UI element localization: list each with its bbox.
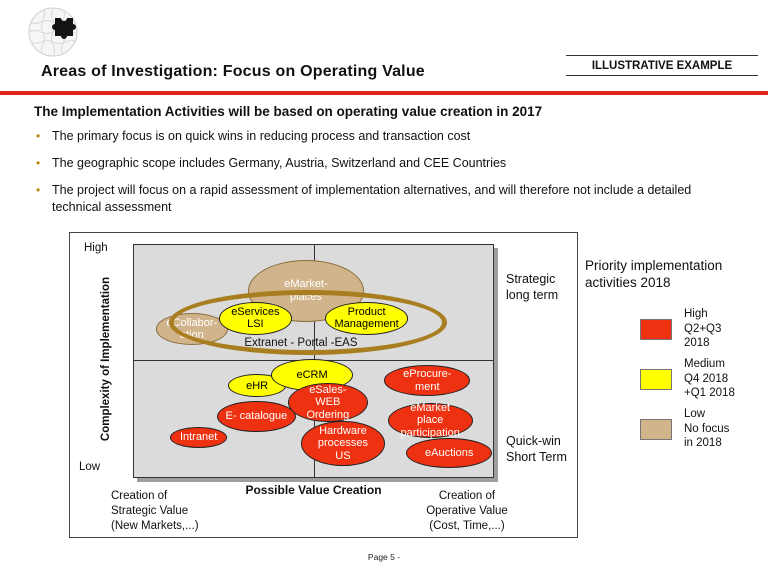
bullet-dot-icon: • [36, 129, 41, 143]
bubble-esales-web-ordering: eSales- WEB Ordering [288, 382, 368, 423]
bubble-eauctions: eAuctions [406, 437, 493, 469]
bullet-item: • The primary focus is on quick wins in r… [36, 129, 471, 143]
bubble-product-management: Product Management [324, 302, 409, 335]
bullet-dot-icon: • [36, 155, 41, 170]
x-axis-left-label: Creation of Strategic Value (New Markets… [111, 490, 199, 532]
bubble-intranet: Intranet [169, 426, 228, 448]
puzzle-piece-icon [52, 18, 76, 39]
legend-item-medium: Medium Q4 2018 +Q1 2018 [585, 354, 765, 404]
legend-label-high: High Q2+Q3 2018 [684, 307, 722, 350]
legend-swatch-high [640, 318, 672, 340]
priority-legend: Priority implementation activities 2018 … [585, 258, 765, 449]
legend-label-medium: Medium Q4 2018 +Q1 2018 [684, 357, 735, 400]
page-title: Areas of Investigation: Focus on Operati… [41, 63, 425, 80]
quadrant-label-quickwin: Quick-win Short Term [506, 434, 567, 465]
bubble-emarket-place-participation: eMarket place participation [387, 402, 473, 439]
y-axis-title: Complexity of Implementation [100, 276, 112, 442]
section-heading: The Implementation Activities will be ba… [34, 104, 543, 119]
ring-label: Extranet - Portal -EAS [244, 336, 358, 349]
quadrant-matrix: Extranet - Portal -EAS eMarket- places eC… [133, 244, 494, 478]
page-number: Page 5 - [367, 552, 401, 562]
x-axis-title: Possible Value Creation [245, 483, 382, 497]
bullet-list: • The primary focus is on quick wins in r… [34, 128, 724, 226]
legend-item-low: Low No focus in 2018 [585, 404, 765, 454]
bullet-dot-icon: • [36, 182, 41, 197]
puzzle-logo-icon [28, 7, 78, 57]
legend-label-low: Low No focus in 2018 [684, 407, 730, 450]
quadrant-label-strategic: Strategic long term [506, 272, 559, 303]
bubble-matrix-chart: High Low Complexity of Implementation Ex… [69, 232, 578, 538]
x-axis-right-label: Creation of Operative Value (Cost, Time,… [426, 490, 508, 532]
extranet-portal-ring [168, 289, 448, 355]
accent-divider [0, 91, 768, 95]
legend-swatch-low [640, 418, 672, 440]
y-axis-high-label: High [84, 242, 108, 254]
bubble-eprocurement: eProcure- ment [384, 365, 471, 397]
bullet-item: • The project will focus on a rapid asses… [36, 182, 692, 214]
legend-swatch-medium [640, 368, 672, 390]
illustrative-example-stamp: ILLUSTRATIVE EXAMPLE [566, 55, 758, 76]
bubble-hardware-processes-us: Hardware processes US [301, 421, 385, 466]
y-axis-low-label: Low [79, 461, 101, 473]
bullet-item: • The geographic scope includes Germany, … [36, 155, 507, 170]
bubble-eservices-lsi: eServices LSI [218, 302, 292, 335]
bubble-e-catalogue: E- catalogue [216, 400, 297, 433]
legend-title: Priority implementation activities 2018 [585, 258, 723, 290]
legend-item-high: High Q2+Q3 2018 [585, 304, 765, 354]
bubble-ehr: eHR [228, 374, 286, 398]
